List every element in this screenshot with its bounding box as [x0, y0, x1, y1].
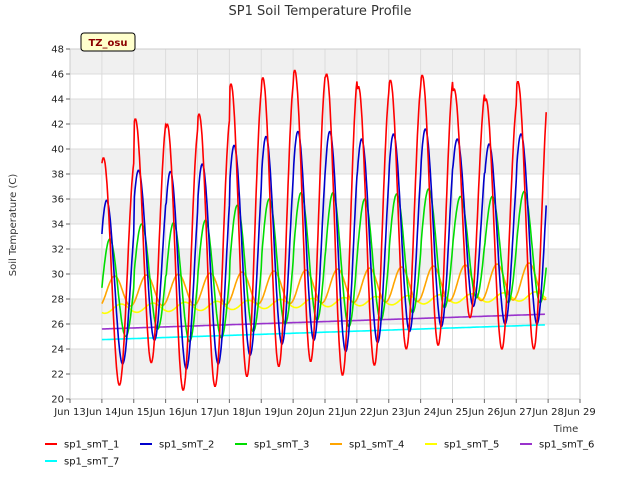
x-tick-labels: Jun 13 Jun 14 Jun 15 Jun 16 Jun 17 Jun 18 Jun … [53, 399, 596, 418]
x-tick-label: Jun 20 [276, 407, 309, 418]
x-tick-label: Jun 22 [340, 407, 373, 418]
x-tick-label: Jun 28 [531, 407, 564, 418]
y-tick-label: 46 [51, 70, 64, 81]
x-tick-label: Jun 14 [85, 407, 118, 418]
x-tick-label: Jun 21 [308, 407, 341, 418]
x-tick-label: Jun 26 [468, 407, 501, 418]
y-tick-label: 20 [51, 395, 64, 406]
series-line-sp1_smT_5 [101, 291, 547, 315]
x-tick-label: Jun 18 [213, 407, 246, 418]
x-tick-label: Jun 17 [181, 407, 214, 418]
legend: sp1_smT_1 sp1_smT_2 sp1_smT_3 sp1_smT_4 sp1_… [45, 440, 594, 468]
station-badge: TZ_osu [80, 32, 136, 52]
x-tick-label: Jun 15 [117, 407, 150, 418]
x-tick-label: Jun 19 [244, 407, 277, 418]
chart-title: SP1 Soil Temperature Profile [229, 4, 412, 19]
y-tick-label: 32 [51, 245, 64, 256]
y-tick-label: 30 [51, 270, 64, 281]
x-tick-label: Jun 25 [436, 407, 469, 418]
x-tick-label: Jun 13 [53, 407, 86, 418]
y-tick-label: 22 [51, 370, 64, 381]
series-line-sp1_smT_1 [101, 69, 547, 391]
x-axis-label: Time [553, 424, 578, 435]
y-tick-label: 28 [51, 295, 64, 306]
x-tick-label: Jun 29 [563, 407, 596, 418]
legend-label-sp1_smT_5: sp1_smT_5 [444, 440, 499, 451]
y-axis-label: Soil Temperature (C) [8, 174, 19, 277]
y-tick-label: 48 [51, 45, 64, 56]
series-line-sp1_smT_7 [101, 324, 545, 341]
legend-label-sp1_smT_6: sp1_smT_6 [539, 440, 594, 451]
legend-label-sp1_smT_2: sp1_smT_2 [159, 440, 214, 451]
y-tick-labels: 20 22 24 26 28 30 32 34 36 38 40 42 44 46 48 [51, 45, 70, 406]
y-tick-label: 40 [51, 145, 64, 156]
y-tick-label: 26 [51, 320, 64, 331]
legend-label-sp1_smT_4: sp1_smT_4 [349, 440, 404, 451]
y-tick-label: 24 [51, 345, 64, 356]
legend-label-sp1_smT_7: sp1_smT_7 [64, 457, 119, 468]
y-tick-label: 34 [51, 220, 64, 231]
legend-label-sp1_smT_3: sp1_smT_3 [254, 440, 309, 451]
y-tick-label: 36 [51, 195, 64, 206]
legend-label-sp1_smT_1: sp1_smT_1 [64, 440, 119, 451]
x-tick-label: Jun 27 [499, 407, 532, 418]
x-tick-label: Jun 24 [404, 407, 437, 418]
y-tick-label: 38 [51, 170, 64, 181]
x-tick-label: Jun 16 [149, 407, 182, 418]
series-lines [101, 69, 547, 391]
station-badge-label: TZ_osu [88, 38, 127, 49]
y-tick-label: 44 [51, 95, 64, 106]
x-tick-label: Jun 23 [372, 407, 405, 418]
y-tick-label: 42 [51, 120, 64, 131]
